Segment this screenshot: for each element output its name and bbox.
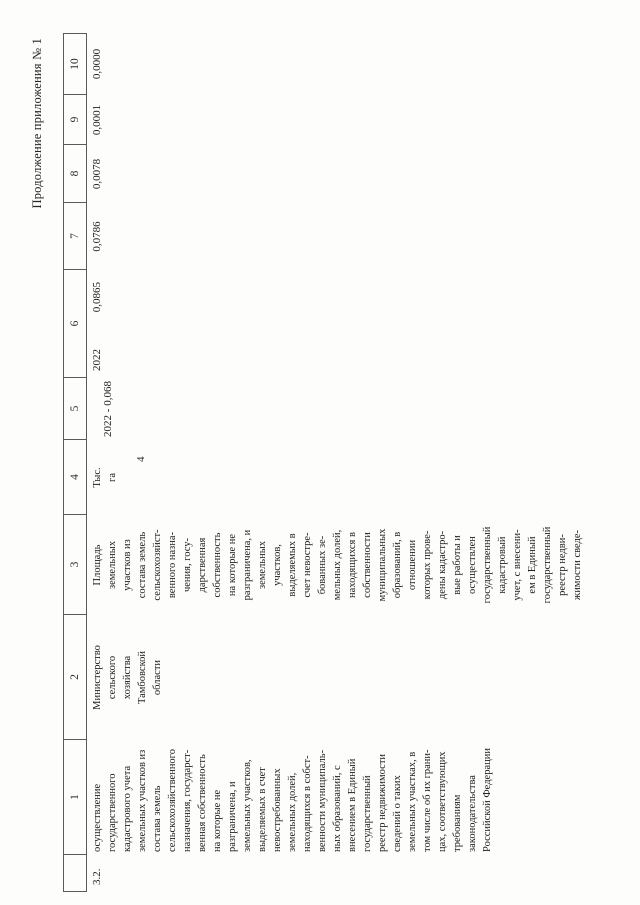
base-value-cell: 2022 - 0,068 [102, 381, 114, 437]
col9-value-cell: 0,0001 [91, 104, 103, 136]
header-cell-5: 5 [63, 378, 87, 440]
col8-value-cell: 0,0078 [91, 158, 103, 190]
header-cell-1: 1 [63, 740, 87, 855]
header-cell-10: 10 [63, 33, 87, 95]
header-cell-8: 8 [63, 145, 87, 203]
header-cell-7: 7 [63, 203, 87, 270]
row-index-cell: 3.2. [91, 868, 103, 886]
header-cell-2: 2 [63, 615, 87, 740]
col10-value-cell: 0,0000 [91, 48, 103, 80]
executor-cell: Министерство сельского хозяйства Тамбовс… [92, 645, 163, 710]
header-cell-4: 4 [63, 440, 87, 515]
unit-cell: Тыс. га [92, 467, 118, 488]
header-cell-6: 6 [63, 270, 87, 378]
col6-value: 0,0865 [91, 282, 103, 313]
header-cell-9: 9 [63, 95, 87, 145]
col7-value-cell: 0,0786 [91, 221, 103, 252]
indicator-name-cell: Площадь земельных участков из состава зе… [92, 526, 583, 604]
table-data-row: 3.2. осуществление государственного када… [87, 33, 585, 892]
result-name-cell: осуществление государственного кадастров… [92, 748, 493, 852]
header-cell-3: 3 [63, 515, 87, 615]
continuation-label: Продолжение приложения № 1 [30, 38, 44, 209]
header-cell-index [63, 855, 87, 892]
appendix-table: 1 2 3 4 5 6 7 8 9 10 3.2. осуществление … [63, 33, 585, 892]
table-header-row: 1 2 3 4 5 6 7 8 9 10 [63, 33, 87, 892]
col6-value-cell: 2022 0,0865 [87, 270, 105, 378]
col6-year: 2022 [91, 349, 103, 371]
